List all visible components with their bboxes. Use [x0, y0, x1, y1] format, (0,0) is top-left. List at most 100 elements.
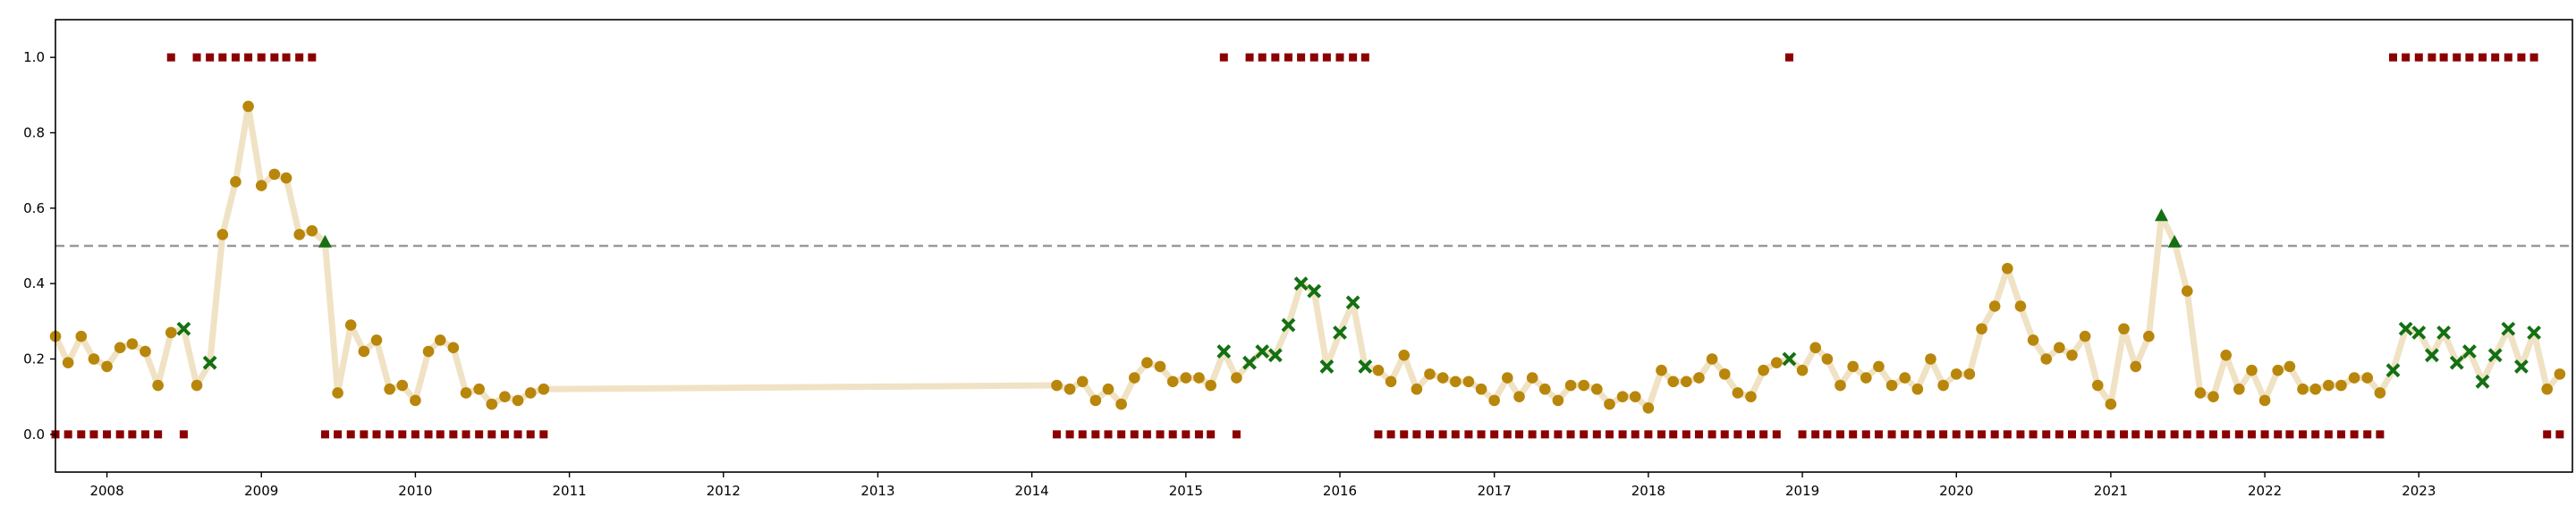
data-point — [2541, 383, 2553, 395]
data-point — [1821, 353, 1834, 365]
data-point — [2091, 379, 2104, 392]
top-square-marker — [1245, 53, 1254, 62]
x-tick-label: 2014 — [1015, 483, 1049, 499]
x-marker — [1782, 351, 1797, 367]
bottom-square-marker — [1052, 430, 1061, 439]
top-square-marker — [1322, 53, 1331, 62]
bottom-square-marker — [1836, 430, 1845, 439]
top-square-marker — [166, 53, 175, 62]
top-square-marker — [2402, 53, 2411, 62]
data-point — [2079, 330, 2091, 342]
bottom-square-marker — [115, 430, 124, 439]
bottom-square-marker — [386, 430, 394, 439]
bottom-square-marker — [1232, 430, 1241, 439]
data-point — [2554, 368, 2566, 380]
bottom-square-marker — [77, 430, 86, 439]
bottom-square-marker — [1772, 430, 1781, 439]
data-point — [1436, 372, 1449, 384]
x-marker — [1281, 317, 1296, 333]
bottom-square-marker — [2196, 430, 2205, 439]
data-point — [1128, 372, 1140, 384]
bottom-square-marker — [2157, 430, 2166, 439]
bottom-square-marker — [2068, 430, 2077, 439]
data-point — [1475, 383, 1487, 395]
data-point — [1976, 323, 1987, 335]
data-point — [1770, 357, 1783, 369]
top-square-marker — [218, 53, 227, 62]
data-point — [1051, 379, 1063, 392]
bottom-square-marker — [1091, 430, 1100, 439]
top-square-marker — [2428, 53, 2436, 62]
data-point — [1706, 353, 1718, 365]
data-point — [306, 224, 318, 237]
bottom-square-marker — [346, 430, 355, 439]
top-square-marker — [1297, 53, 1306, 62]
data-point — [2297, 383, 2309, 395]
data-point — [1180, 372, 1192, 384]
y-tick-label: 0.4 — [23, 275, 45, 291]
bottom-square-marker — [1990, 430, 1999, 439]
x-marker — [2501, 321, 2516, 336]
x-marker — [1242, 355, 1257, 370]
bottom-square-marker — [1117, 430, 1126, 439]
data-point — [2066, 349, 2078, 361]
bottom-square-marker — [2285, 430, 2294, 439]
data-point — [2027, 334, 2039, 346]
data-point — [255, 180, 267, 191]
data-point — [1809, 342, 1821, 354]
bottom-square-marker — [89, 430, 98, 439]
y-tick-label: 1.0 — [23, 49, 45, 65]
bottom-square-marker — [436, 430, 445, 439]
bottom-square-marker — [2376, 430, 2385, 439]
data-point — [2143, 330, 2155, 342]
bottom-square-marker — [334, 430, 343, 439]
data-point — [332, 387, 343, 399]
data-point — [1963, 368, 1976, 380]
bottom-square-marker — [1168, 430, 1177, 439]
bottom-square-marker — [2260, 430, 2269, 439]
plot-frame — [55, 19, 2573, 473]
x-marker — [2527, 325, 2541, 340]
bottom-square-marker — [1669, 430, 1678, 439]
bottom-square-marker — [513, 430, 522, 439]
data-point — [1513, 391, 1525, 402]
y-tick-label: 0.6 — [23, 200, 45, 216]
bottom-square-marker — [1451, 430, 1460, 439]
bottom-square-marker — [1978, 430, 1987, 439]
data-point — [1398, 349, 1411, 361]
data-point — [1141, 357, 1153, 369]
top-square-marker — [257, 53, 266, 62]
bottom-square-marker — [2170, 430, 2179, 439]
data-point — [268, 168, 281, 181]
data-point — [2323, 379, 2334, 392]
bottom-square-marker — [2311, 430, 2320, 439]
x-marker — [1216, 344, 1232, 359]
bottom-square-marker — [1156, 430, 1165, 439]
bottom-square-marker — [1130, 430, 1139, 439]
x-marker — [176, 321, 191, 336]
data-point — [1205, 379, 1216, 392]
data-point — [473, 383, 485, 395]
top-square-marker — [2479, 53, 2487, 62]
data-point — [1758, 364, 1769, 376]
data-point — [512, 394, 524, 407]
data-point — [114, 342, 126, 354]
data-point — [75, 330, 88, 342]
data-point — [62, 357, 74, 369]
data-point — [447, 342, 460, 354]
x-tick-label: 2008 — [89, 483, 123, 499]
top-square-marker — [295, 53, 304, 62]
data-point — [410, 394, 421, 407]
x-tick-label: 2012 — [707, 483, 741, 499]
data-point — [1063, 383, 1076, 395]
bottom-square-marker — [462, 430, 470, 439]
bottom-square-marker — [449, 430, 458, 439]
bottom-square-marker — [2182, 430, 2191, 439]
top-square-marker — [206, 53, 215, 62]
bottom-square-marker — [2029, 430, 2038, 439]
bottom-square-marker — [1400, 430, 1409, 439]
data-point — [2207, 391, 2219, 402]
data-point — [1449, 376, 1462, 388]
bottom-square-marker — [2234, 430, 2243, 439]
